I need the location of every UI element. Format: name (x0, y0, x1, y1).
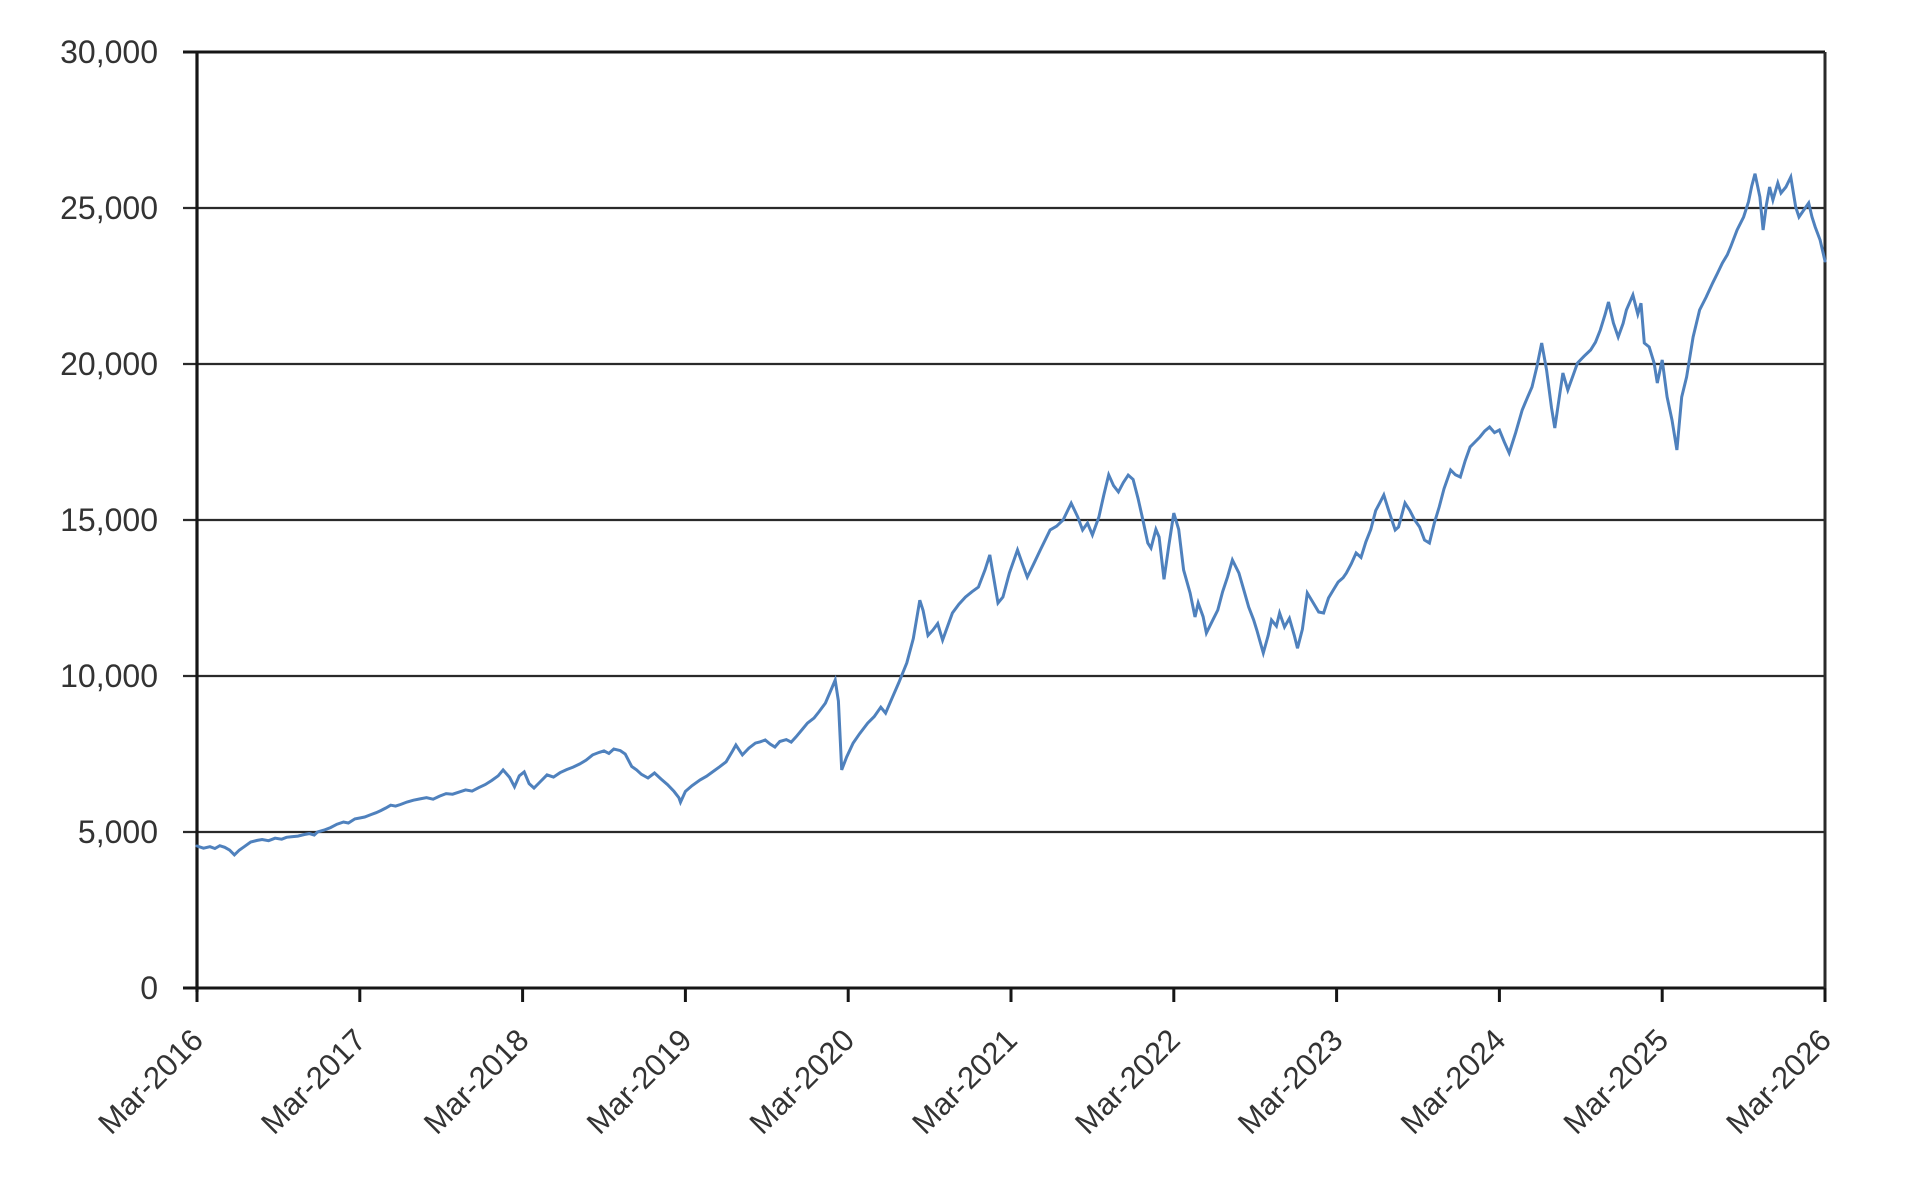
y-axis-tick-label: 15,000 (60, 502, 158, 538)
y-axis-tick-label: 10,000 (60, 658, 158, 694)
series-line (195, 172, 1827, 858)
y-axis-tick-label: 5,000 (78, 814, 158, 850)
y-axis-tick-label: 0 (140, 970, 158, 1006)
y-axis-tick-label: 25,000 (60, 190, 158, 226)
y-axis-tick-label: 20,000 (60, 346, 158, 382)
y-axis-tick-label: 30,000 (60, 34, 158, 70)
